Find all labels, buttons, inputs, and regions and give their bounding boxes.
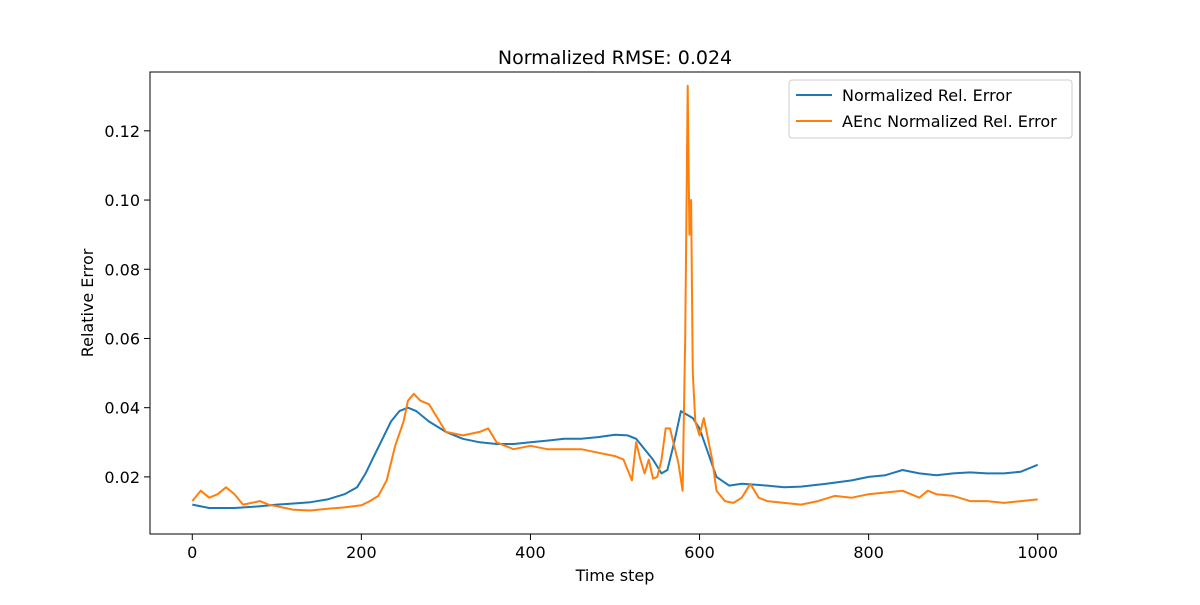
chart-title: Normalized RMSE: 0.024 <box>498 47 732 69</box>
x-tick-label: 1000 <box>1017 543 1058 562</box>
y-tick-label: 0.04 <box>104 399 140 418</box>
x-tick-label: 200 <box>346 543 377 562</box>
y-tick-label: 0.06 <box>104 329 140 348</box>
y-tick-label: 0.12 <box>104 122 140 141</box>
y-tick-label: 0.10 <box>104 191 140 210</box>
x-tick-label: 600 <box>684 543 715 562</box>
x-tick-label: 400 <box>515 543 546 562</box>
series-line-aenc-normalized-rel-error <box>191 84 1038 512</box>
legend-label-aenc-normalized-rel-error: AEnc Normalized Rel. Error <box>842 112 1057 131</box>
x-axis-label: Time step <box>575 566 655 585</box>
plot-lines <box>191 84 1039 512</box>
series-line-normalized-rel-error <box>192 406 1039 509</box>
plot-frame <box>149 71 1081 535</box>
y-axis-ticks: 0.02 0.04 0.06 0.08 0.10 0.12 <box>104 122 150 487</box>
y-tick-label: 0.08 <box>104 260 140 279</box>
legend-label-normalized-rel-error: Normalized Rel. Error <box>842 86 1012 105</box>
legend-box <box>788 79 1073 139</box>
legend: Normalized Rel. Error AEnc Normalized Re… <box>788 79 1073 139</box>
y-tick-label: 0.02 <box>104 468 140 487</box>
x-tick-label: 800 <box>853 543 884 562</box>
y-axis-label: Relative Error <box>78 248 97 357</box>
x-axis-ticks: 0 200 400 600 800 1000 <box>187 534 1058 562</box>
x-tick-label: 0 <box>187 543 197 562</box>
